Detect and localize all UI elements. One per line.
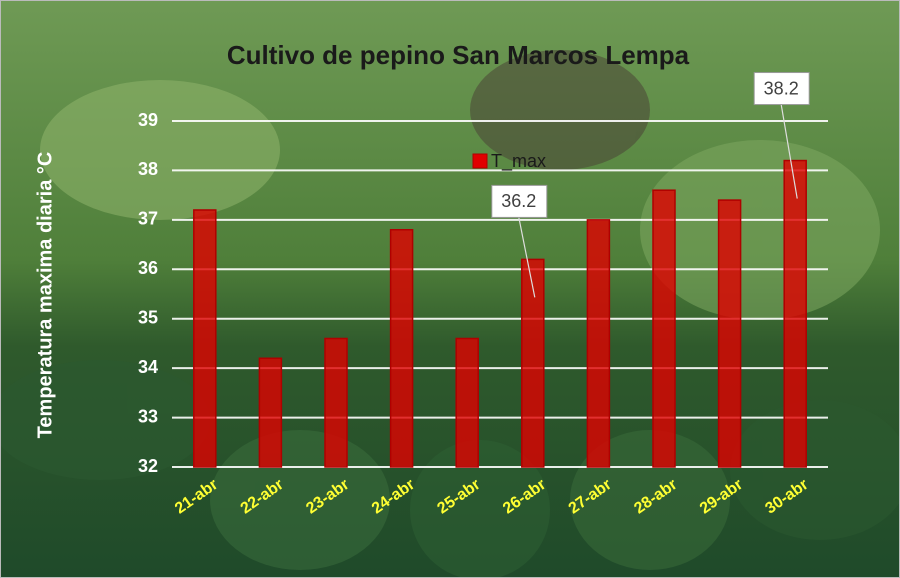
y-tick-label: 37 — [138, 209, 158, 229]
bar — [717, 199, 742, 468]
y-tick-label: 38 — [138, 159, 158, 179]
bar — [455, 337, 479, 468]
data-label-box — [753, 72, 810, 106]
y-tick-label: 34 — [138, 357, 158, 377]
y-tick-label: 36 — [138, 258, 158, 278]
legend-label: T_max — [491, 151, 546, 172]
legend-swatch — [472, 153, 488, 169]
chart-title: Cultivo de pepino San Marcos Lempa — [227, 40, 690, 70]
y-tick-label: 32 — [138, 456, 158, 476]
bar — [389, 228, 414, 468]
y-tick-label: 39 — [138, 110, 158, 130]
label-leader — [518, 217, 536, 298]
bar — [324, 337, 348, 468]
bar — [521, 258, 545, 468]
bar — [193, 209, 217, 468]
y-tick-label: 35 — [138, 307, 158, 327]
y-axis-label: Temperatura maxima diaria °C — [34, 152, 56, 439]
y-tick-label: 33 — [138, 406, 158, 426]
data-label-box — [491, 184, 548, 218]
bar — [586, 219, 611, 468]
data-label: 36.2 — [501, 191, 536, 211]
bar — [258, 357, 283, 468]
data-label: 38.2 — [764, 78, 799, 98]
bar — [783, 159, 807, 468]
bar — [652, 189, 676, 468]
label-leader — [780, 104, 798, 199]
